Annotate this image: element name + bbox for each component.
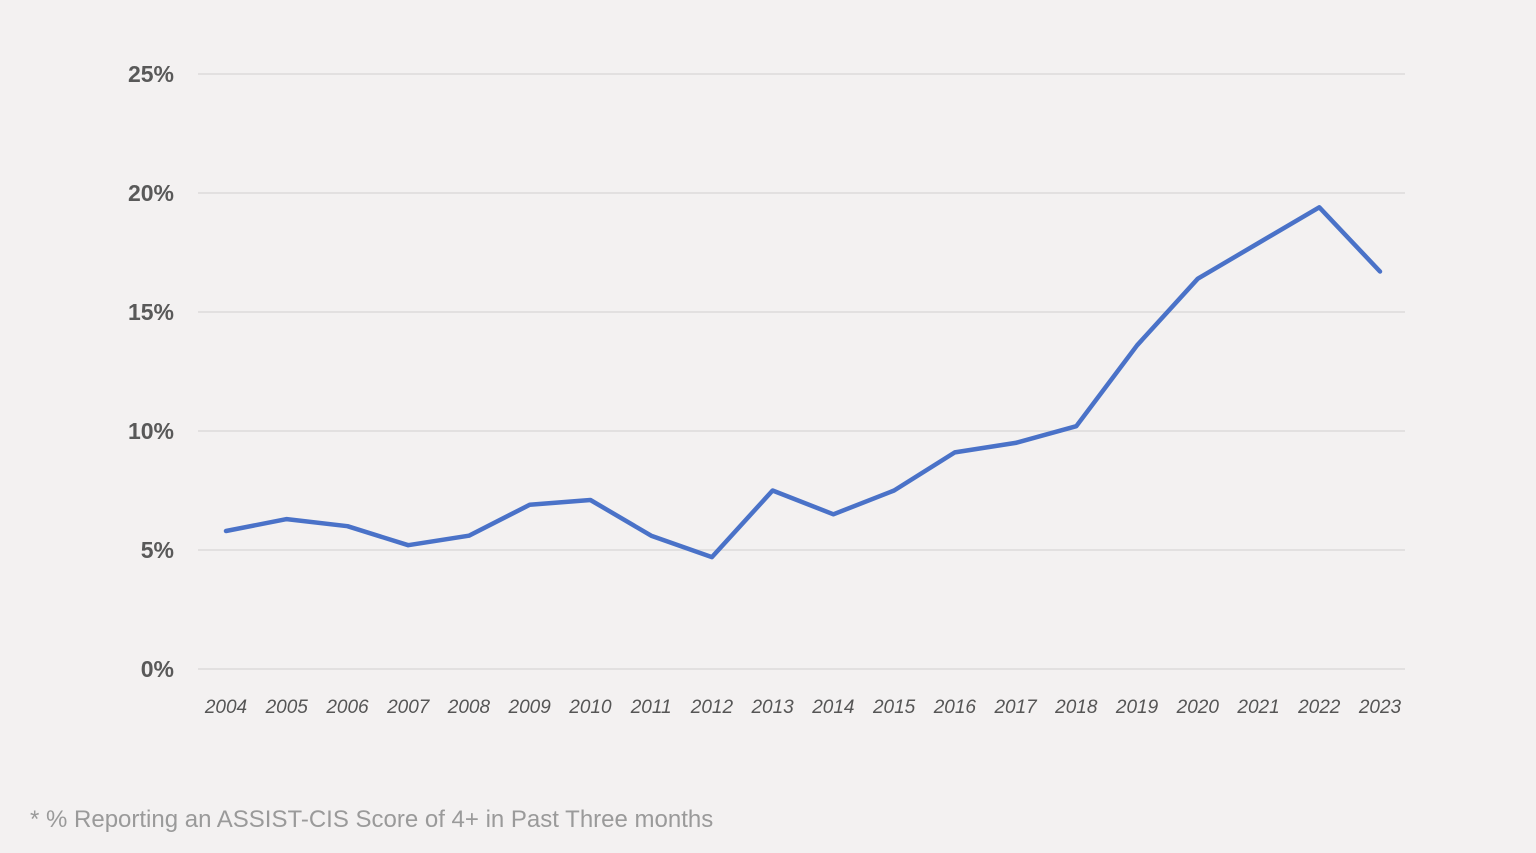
y-tick-label: 10%	[128, 418, 174, 444]
x-tick-label: 2018	[1054, 697, 1098, 718]
x-tick-label: 2015	[872, 697, 916, 718]
series-line	[223, 205, 1383, 560]
x-tick-label: 2017	[993, 697, 1038, 718]
x-tick-label: 2014	[811, 697, 854, 718]
x-tick-label: 2019	[1115, 697, 1159, 718]
x-tick-label: 2016	[933, 697, 977, 718]
series-layer	[223, 205, 1383, 560]
y-tick-label: 25%	[128, 61, 174, 87]
x-tick-label: 2022	[1297, 697, 1341, 718]
x-tick-label: 2004	[204, 697, 247, 718]
x-tick-label: 2013	[750, 697, 794, 718]
y-tick-label: 20%	[128, 180, 174, 206]
line-chart: 0%5%10%15%20%25% 2004 2005 2006 2007 2008 200…	[128, 61, 1405, 718]
y-tick-label: 0%	[141, 656, 174, 682]
y-tick-label: 5%	[141, 537, 174, 563]
x-tick-label: 2005	[265, 697, 309, 718]
x-tick-label: 2023	[1358, 697, 1402, 718]
x-axis-ticks: 2004 2005 2006 2007 2008 2009 2010 2011 2012 2013…	[204, 697, 1402, 718]
x-tick-label: 2010	[568, 697, 612, 718]
y-tick-label: 15%	[128, 299, 174, 325]
x-tick-label: 2007	[386, 697, 431, 718]
x-tick-label: 2011	[630, 697, 672, 718]
x-tick-label: 2008	[447, 697, 491, 718]
x-tick-label: 2012	[690, 697, 734, 718]
gridlines	[198, 73, 1405, 670]
chart-footnote: * % Reporting an ASSIST-CIS Score of 4+ …	[30, 806, 714, 833]
x-tick-label: 2006	[325, 697, 369, 718]
x-tick-label: 2009	[508, 697, 552, 718]
x-tick-label: 2020	[1176, 697, 1220, 718]
y-axis-ticks: 0% 5% 10% 15% 20% 25%	[128, 61, 174, 682]
x-tick-label: 2021	[1236, 697, 1279, 718]
